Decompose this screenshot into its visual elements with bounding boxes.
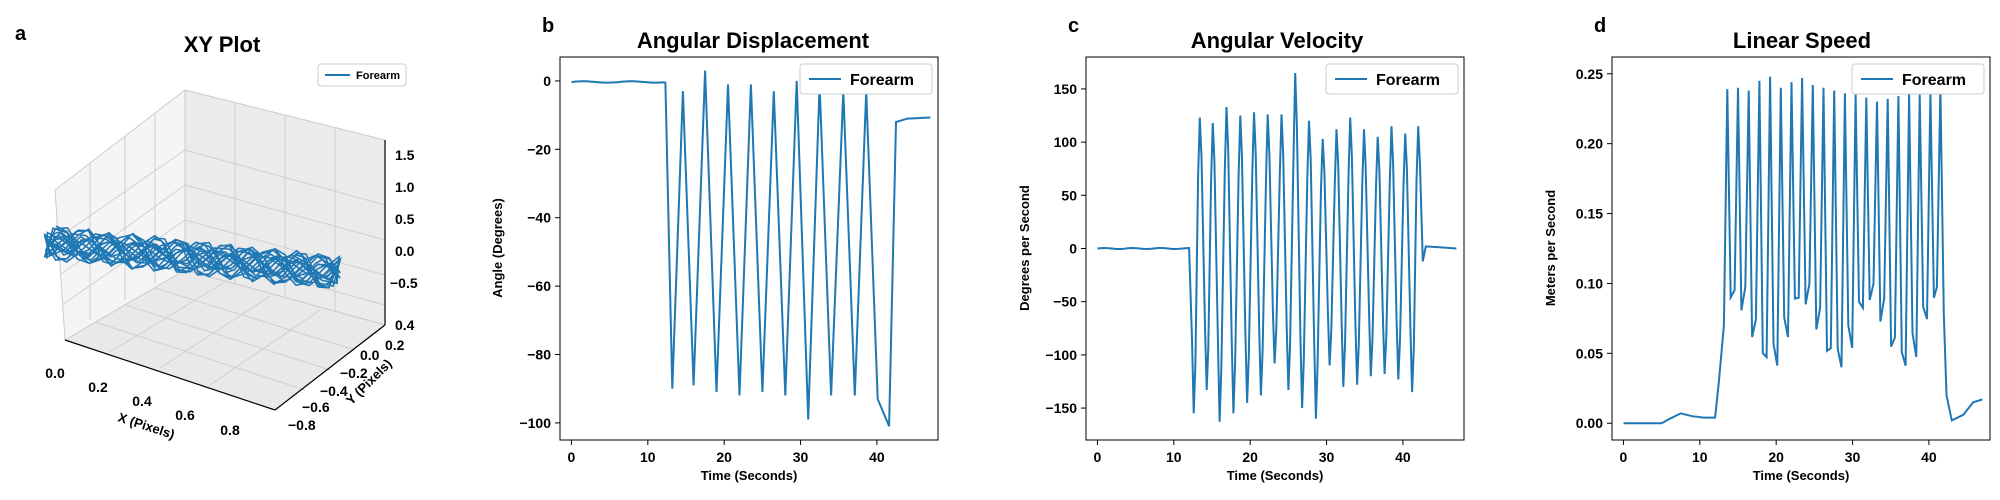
panel-letter-d: d [1594, 15, 1606, 37]
x-tick-label: 40 [1395, 449, 1411, 465]
legend-label: Forearm [356, 70, 400, 82]
x-tick-label: 30 [1845, 449, 1861, 465]
x-axis-label: Time (Seconds) [701, 468, 798, 483]
y-tick-label: −50 [1053, 294, 1077, 310]
y-tick-label: 0 [1069, 241, 1077, 257]
x-tick-label: 30 [793, 449, 809, 465]
x-tick-label: 40 [869, 449, 885, 465]
x-tick-label: 0 [568, 449, 576, 465]
y-axis-label: Degrees per Second [1017, 185, 1032, 311]
y-tick-label: 0.4 [395, 317, 415, 333]
x-tick-label: 0.2 [88, 379, 108, 395]
y-tick-label: 0.20 [1576, 136, 1603, 152]
x-tick-label: 0.6 [175, 407, 195, 423]
y-tick-label: 100 [1054, 134, 1078, 150]
legend-panel-a: Forearm [317, 63, 407, 87]
y-tick-label: 0.25 [1576, 66, 1603, 82]
panel-d-title: Linear Speed [1733, 28, 1871, 53]
z-tick-label: 0.5 [395, 211, 415, 227]
x-tick-label: 40 [1921, 449, 1937, 465]
y-axis-line [274, 324, 386, 411]
panel-c-title: Angular Velocity [1191, 28, 1364, 53]
x-tick-label: 0 [1620, 449, 1628, 465]
panel-letter-b: b [542, 15, 554, 37]
panel-b-title: Angular Displacement [637, 28, 870, 53]
legend-box [317, 63, 407, 87]
plot-frame-b [559, 56, 939, 441]
panel-d: d Linear Speed 0 10 20 30 40 0.25 0.20 0.15 0.10… [1543, 15, 1991, 483]
ticks-d: 0 10 20 30 40 0.25 0.20 0.15 0.10 0.05 0.00 [1576, 66, 1937, 465]
panel-letter-c: c [1068, 15, 1079, 37]
panel-c: c Angular Velocity 0 10 20 30 40 150 100 50 0 −50… [1017, 15, 1465, 483]
series-line-forearm [1623, 76, 1983, 425]
x-tick-label: 10 [1166, 449, 1182, 465]
x-tick-label: 10 [640, 449, 656, 465]
x-axis-line [64, 339, 276, 411]
y-tick-label: −100 [1045, 347, 1077, 363]
legend-panel-c: Forearm [1325, 63, 1459, 95]
x-tick-label: 0.0 [45, 365, 65, 381]
y-tick-label: 0.05 [1576, 345, 1603, 361]
x-axis-label: Time (Seconds) [1227, 468, 1324, 483]
x-tick-label: 30 [1319, 449, 1335, 465]
y-axis-label: Meters per Second [1543, 190, 1558, 306]
legend-label: Forearm [850, 72, 914, 89]
x-tick-label: 20 [1242, 449, 1258, 465]
z-tick-label: 0.0 [395, 243, 415, 259]
y-tick-label: 0.2 [385, 337, 405, 353]
legend-label: Forearm [1902, 72, 1966, 89]
x-axis-label: X (Pixels) [116, 410, 176, 442]
series-line-forearm [571, 70, 931, 427]
y-tick-label: −0.6 [302, 399, 330, 415]
y-tick-label: −60 [527, 278, 551, 294]
y-tick-label: 0.15 [1576, 206, 1603, 222]
panel-a-title: XY Plot [184, 32, 261, 57]
x-tick-label: 0.4 [132, 393, 152, 409]
plot-frame-d [1611, 56, 1991, 441]
panel-a: a XY Plot [15, 23, 418, 442]
x-tick-label: 20 [1768, 449, 1784, 465]
legend-panel-d: Forearm [1851, 63, 1985, 95]
y-tick-label: 150 [1054, 81, 1078, 97]
y-tick-label: 50 [1061, 187, 1077, 203]
x-tick-label: 20 [716, 449, 732, 465]
y-tick-label: −80 [527, 347, 551, 363]
legend-box [799, 63, 933, 95]
y-tick-label: 0 [543, 73, 551, 89]
legend-box [1851, 63, 1985, 95]
y-tick-label: 0.10 [1576, 275, 1603, 291]
ticks-c: 0 10 20 30 40 150 100 50 0 −50 −100 −150 [1045, 81, 1410, 465]
legend-label: Forearm [1376, 72, 1440, 89]
y-tick-label: −0.8 [288, 417, 316, 433]
z-tick-label: 1.0 [395, 179, 415, 195]
y-axis-label: Angle (Degrees) [490, 198, 505, 298]
z-tick-label: 1.5 [395, 147, 415, 163]
trace-forearm-3d [43, 225, 342, 289]
x-tick-label: 10 [1692, 449, 1708, 465]
panel-letter-a: a [15, 23, 27, 45]
y-tick-label: −0.2 [340, 365, 368, 381]
y-tick-label: −40 [527, 210, 551, 226]
y-tick-label: 0.00 [1576, 415, 1603, 431]
y-tick-label: −0.4 [320, 383, 348, 399]
y-tick-label: −150 [1045, 400, 1077, 416]
series-line-forearm [1097, 72, 1457, 422]
z-tick-label: −0.5 [390, 275, 418, 291]
x-axis-label: Time (Seconds) [1753, 468, 1850, 483]
y-tick-label: −100 [519, 415, 551, 431]
y-tick-label: 0.0 [360, 347, 380, 363]
legend-box [1325, 63, 1459, 95]
legend-panel-b: Forearm [799, 63, 933, 95]
panel-b: b Angular Displacement 0 10 20 30 40 0 −20 −40 −… [490, 15, 939, 483]
x-tick-label: 0.8 [220, 422, 240, 438]
x-tick-label: 0 [1094, 449, 1102, 465]
y-tick-label: −20 [527, 141, 551, 157]
ticks-b: 0 10 20 30 40 0 −20 −40 −60 −80 −100 [519, 73, 884, 465]
trace-forearm-3d-line [43, 225, 342, 289]
y-axis-label: Y (Pixels) [343, 356, 395, 408]
